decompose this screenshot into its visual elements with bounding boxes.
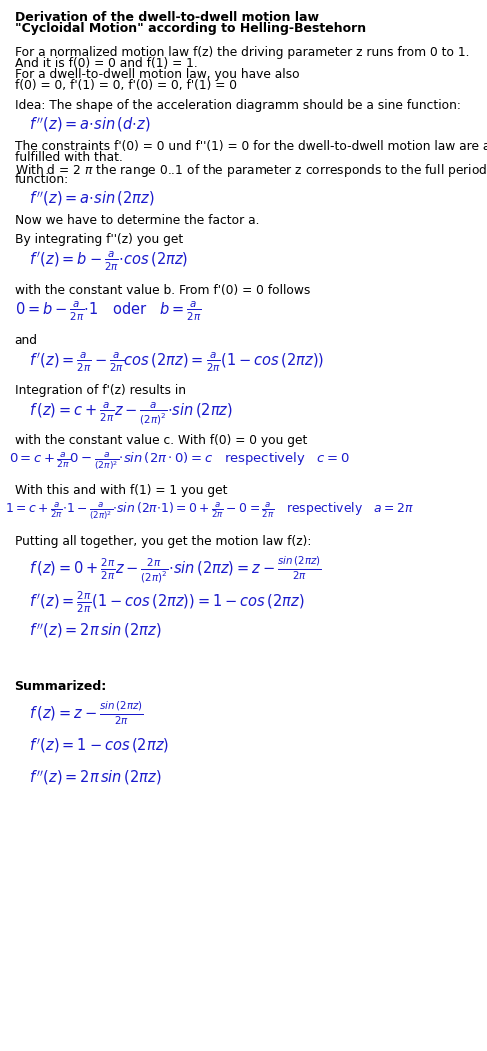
Text: and: and [15,334,37,347]
Text: with the constant value b. From f'(0) = 0 follows: with the constant value b. From f'(0) = … [15,284,310,296]
Text: $f\,(z)=z-\frac{sin\,(2\pi z)}{2\pi}$: $f\,(z)=z-\frac{sin\,(2\pi z)}{2\pi}$ [29,699,144,727]
Text: $f\,'(z)=b-\frac{a}{2\pi}{\cdot}cos\,(2\pi z)$: $f\,'(z)=b-\frac{a}{2\pi}{\cdot}cos\,(2\… [29,250,188,273]
Text: "Cycloidal Motion" according to Helling-Bestehorn: "Cycloidal Motion" according to Helling-… [15,21,366,35]
Text: $0=c+\frac{a}{2\pi}0-\frac{a}{(2\pi)^{2}}{\cdot}sin\,(2\pi\cdot 0)=c \quad \math: $0=c+\frac{a}{2\pi}0-\frac{a}{(2\pi)^{2}… [9,451,350,473]
Text: function:: function: [15,172,69,186]
Text: For a dwell-to-dwell motion law, you have also: For a dwell-to-dwell motion law, you hav… [15,68,299,81]
Text: $f\,'(z)=\frac{a}{2\pi}-\frac{a}{2\pi}cos\,(2\pi z)=\frac{a}{2\pi}(1-cos\,(2\pi : $f\,'(z)=\frac{a}{2\pi}-\frac{a}{2\pi}co… [29,350,324,373]
Text: $f\,''(z)=a{\cdot}sin\,(d{\cdot}z)$: $f\,''(z)=a{\cdot}sin\,(d{\cdot}z)$ [29,116,150,133]
Text: With this and with f(1) = 1 you get: With this and with f(1) = 1 you get [15,485,227,497]
Text: Summarized:: Summarized: [15,680,107,693]
Text: Now we have to determine the factor a.: Now we have to determine the factor a. [15,213,259,227]
Text: $f\,(z)=c+\frac{a}{2\pi}z-\frac{a}{(2\pi)^{2}}{\cdot}sin\,(2\pi z)$: $f\,(z)=c+\frac{a}{2\pi}z-\frac{a}{(2\pi… [29,400,233,427]
Text: Derivation of the dwell-to-dwell motion law: Derivation of the dwell-to-dwell motion … [15,11,318,23]
Text: $f\,''(z)=2\pi\,sin\,(2\pi z)$: $f\,''(z)=2\pi\,sin\,(2\pi z)$ [29,768,162,787]
Text: The constraints f'(0) = 0 und f''(1) = 0 for the dwell-to-dwell motion law are a: The constraints f'(0) = 0 und f''(1) = 0… [15,140,487,152]
Text: with the constant value c. With f(0) = 0 you get: with the constant value c. With f(0) = 0… [15,434,307,447]
Text: For a normalized motion law f(z) the driving parameter z runs from 0 to 1.: For a normalized motion law f(z) the dri… [15,46,469,59]
Text: With d = 2 $\pi$ the range 0..1 of the parameter z corresponds to the full perio: With d = 2 $\pi$ the range 0..1 of the p… [15,162,487,179]
Text: fulfilled with that.: fulfilled with that. [15,150,123,164]
Text: $f\,'(z)=\frac{2\pi}{2\pi}(1-cos\,(2\pi z))=1-cos\,(2\pi z)$: $f\,'(z)=\frac{2\pi}{2\pi}(1-cos\,(2\pi … [29,590,305,615]
Text: $1=c+\frac{a}{2\pi}{\cdot}1-\frac{a}{(2\pi)^{2}}{\cdot}sin\,(2\pi{\cdot}1)=0+\fr: $1=c+\frac{a}{2\pi}{\cdot}1-\frac{a}{(2\… [5,501,414,523]
Text: Integration of f'(z) results in: Integration of f'(z) results in [15,384,186,397]
Text: f(0) = 0, f'(1) = 0, f'(0) = 0, f'(1) = 0: f(0) = 0, f'(1) = 0, f'(0) = 0, f'(1) = … [15,79,237,91]
Text: $f\,''(z)=a{\cdot}sin\,(2\pi z)$: $f\,''(z)=a{\cdot}sin\,(2\pi z)$ [29,189,155,208]
Text: By integrating f''(z) you get: By integrating f''(z) you get [15,233,183,246]
Text: Idea: The shape of the acceleration diagramm should be a sine function:: Idea: The shape of the acceleration diag… [15,99,461,111]
Text: $0=b-\frac{a}{2\pi}{\cdot}1 \quad \mathrm{oder} \quad b=\frac{a}{2\pi}$: $0=b-\frac{a}{2\pi}{\cdot}1 \quad \mathr… [15,301,201,324]
Text: $f\,'(z)=1-cos\,(2\pi z)$: $f\,'(z)=1-cos\,(2\pi z)$ [29,737,169,755]
Text: $f\,''(z)=2\pi\,sin\,(2\pi z)$: $f\,''(z)=2\pi\,sin\,(2\pi z)$ [29,622,162,640]
Text: And it is f(0) = 0 and f(1) = 1.: And it is f(0) = 0 and f(1) = 1. [15,57,197,69]
Text: $f\,(z)=0+\frac{2\pi}{2\pi}z-\frac{2\pi}{(2\pi)^{2}}{\cdot}sin\,(2\pi z)=z-\frac: $f\,(z)=0+\frac{2\pi}{2\pi}z-\frac{2\pi}… [29,555,322,584]
Text: Putting all together, you get the motion law f(z):: Putting all together, you get the motion… [15,535,311,548]
